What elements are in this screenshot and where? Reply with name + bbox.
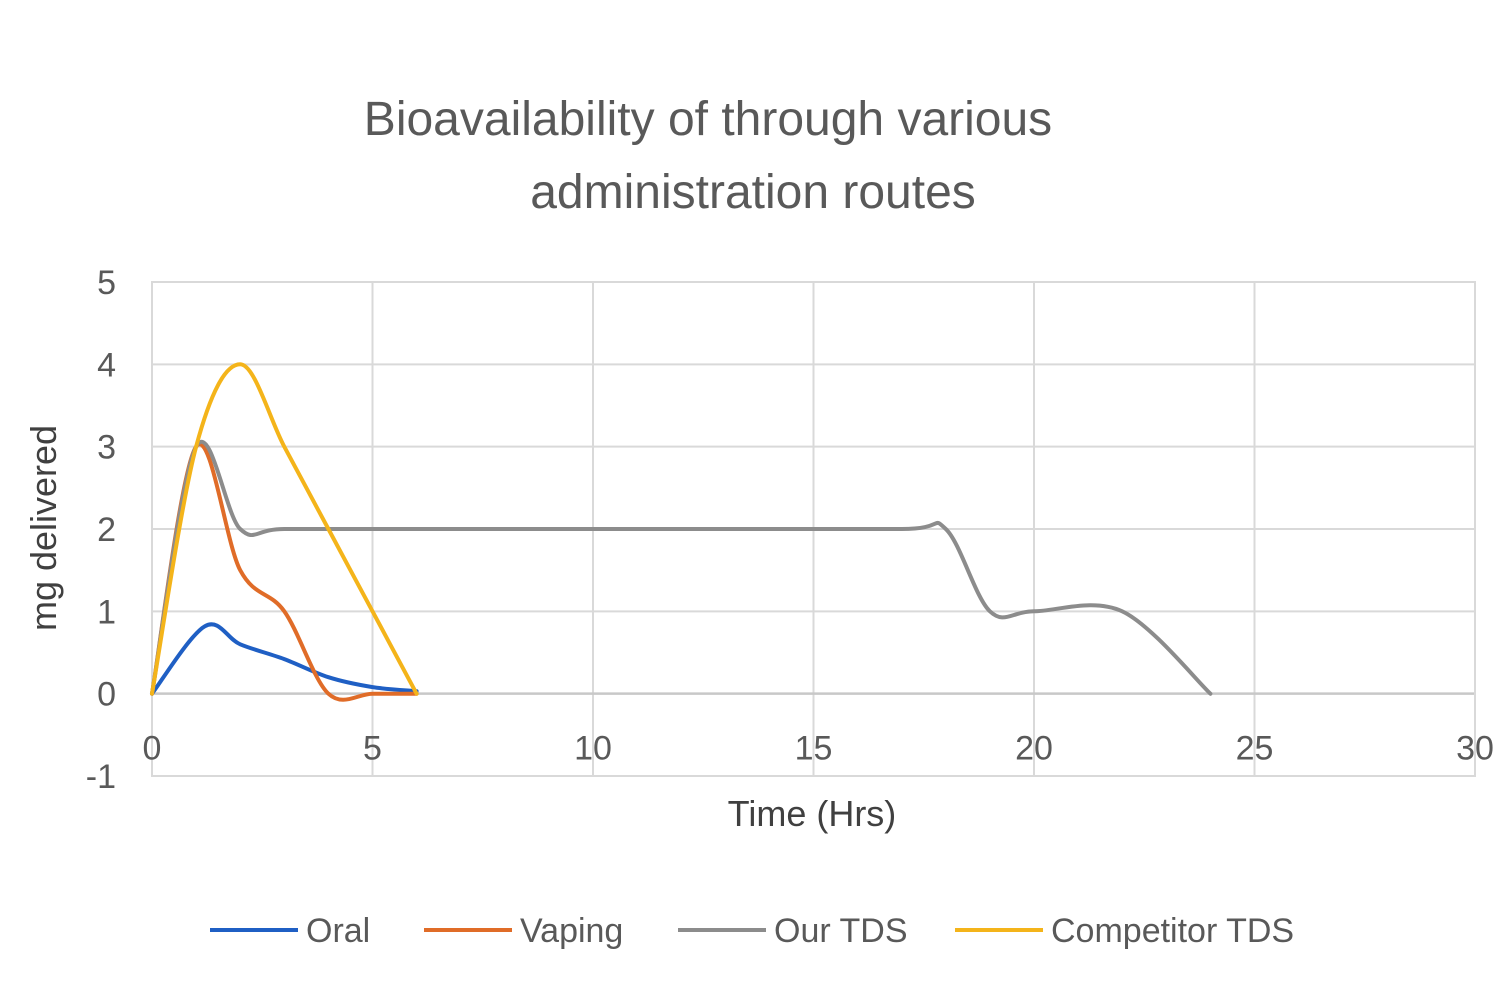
x-tick-label-1: 5 bbox=[363, 730, 382, 768]
legend: Oral Vaping Our TDS Competitor TDS bbox=[210, 912, 1294, 950]
series-lines bbox=[150, 362, 1213, 702]
legend-label-our-tds: Our TDS bbox=[774, 912, 908, 950]
series-line-competitor-tds bbox=[150, 362, 419, 696]
y-tick-label-0: -1 bbox=[86, 758, 116, 796]
tick-labels: -1 0 1 2 3 4 5 0 5 10 15 20 25 30 bbox=[86, 264, 1494, 796]
x-tick-label-0: 0 bbox=[143, 730, 162, 768]
x-tick-label-2: 10 bbox=[574, 730, 612, 768]
y-axis-title: mg delivered bbox=[23, 425, 64, 631]
series-line-vaping bbox=[150, 442, 419, 702]
y-tick-label-2: 1 bbox=[97, 593, 116, 631]
chart-title-line-1: Bioavailability of through various bbox=[364, 93, 1052, 146]
series-line-oral bbox=[150, 622, 419, 696]
x-tick-label-4: 20 bbox=[1015, 730, 1053, 768]
y-tick-label-5: 4 bbox=[97, 346, 116, 384]
y-tick-label-6: 5 bbox=[97, 264, 116, 302]
plot-area bbox=[151, 281, 1476, 777]
x-tick-label-5: 25 bbox=[1236, 730, 1274, 768]
chart-title-line-2: administration routes bbox=[530, 166, 976, 219]
legend-label-oral: Oral bbox=[306, 912, 370, 950]
y-tick-label-3: 2 bbox=[97, 511, 116, 549]
legend-label-competitor-tds: Competitor TDS bbox=[1051, 912, 1294, 950]
legend-label-vaping: Vaping bbox=[520, 912, 623, 950]
x-tick-label-3: 15 bbox=[795, 730, 833, 768]
y-tick-label-4: 3 bbox=[97, 429, 116, 467]
series-line-our-tds bbox=[150, 440, 1213, 696]
x-tick-label-6: 30 bbox=[1456, 730, 1494, 768]
x-axis-title: Time (Hrs) bbox=[728, 793, 897, 834]
plot-frame bbox=[151, 281, 1476, 777]
y-tick-label-1: 0 bbox=[97, 676, 116, 714]
